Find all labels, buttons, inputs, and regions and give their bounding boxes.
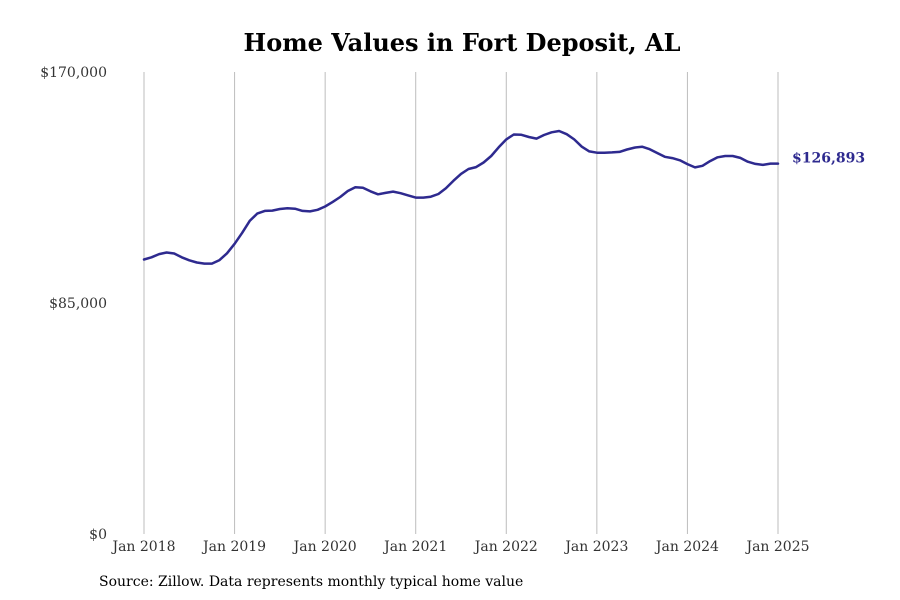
gridlines xyxy=(143,72,779,534)
x-tick-label: Jan 2019 xyxy=(201,539,266,555)
y-axis-ticks: $0 $85,000 $170,000 xyxy=(40,65,107,543)
end-value-label: $126,893 xyxy=(792,151,865,167)
y-tick-label: $0 xyxy=(89,527,107,543)
x-tick-label: Jan 2022 xyxy=(473,539,538,555)
x-tick-label: Jan 2018 xyxy=(110,539,175,555)
series-lines xyxy=(142,129,780,265)
y-tick-label: $85,000 xyxy=(49,296,107,312)
x-tick-label: Jan 2020 xyxy=(292,539,357,555)
x-tick-label: Jan 2025 xyxy=(744,539,809,555)
x-tick-label: Jan 2024 xyxy=(654,539,719,555)
source-note: Source: Zillow. Data represents monthly … xyxy=(99,574,524,590)
y-tick-label: $170,000 xyxy=(40,65,107,81)
x-tick-label: Jan 2021 xyxy=(382,539,447,555)
chart-title: Home Values in Fort Deposit, AL xyxy=(243,28,681,57)
series-line xyxy=(142,129,780,265)
x-tick-label: Jan 2023 xyxy=(563,539,628,555)
x-axis-ticks: Jan 2018 Jan 2019 Jan 2020 Jan 2021 Jan 2022… xyxy=(110,539,809,555)
